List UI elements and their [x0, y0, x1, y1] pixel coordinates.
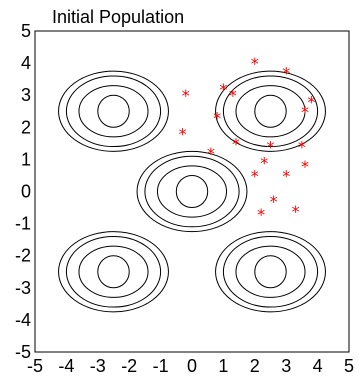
contour-ring-2-2 [144, 155, 240, 228]
data-point: * [270, 192, 278, 211]
data-point: * [179, 125, 187, 144]
y-tick-label: -4 [15, 310, 31, 330]
y-tick-label: 4 [21, 53, 31, 73]
x-tick-label: 3 [281, 356, 291, 376]
contour-ring-3-1 [78, 245, 149, 298]
contour-ring-4-1 [235, 245, 306, 298]
data-point: * [307, 93, 315, 112]
data-point: * [282, 64, 290, 83]
contour-ring-1-1 [235, 85, 306, 138]
data-point: * [251, 54, 259, 73]
contour-group [58, 70, 326, 313]
contour-ring-1-3 [215, 70, 326, 152]
y-tick-label: 1 [21, 149, 31, 169]
y-tick-label: -1 [15, 214, 31, 234]
y-tick-label: 2 [21, 117, 31, 137]
x-tick-label: -2 [121, 356, 137, 376]
contour-ring-3-3 [58, 231, 169, 313]
plot-area [34, 30, 350, 353]
data-point: * [301, 102, 309, 121]
x-axis-ticks: -5 -4 -3 -2 -1 0 1 2 3 4 5 [27, 356, 354, 376]
data-point: * [257, 205, 265, 224]
y-tick-label: -5 [15, 342, 31, 362]
data-point: * [219, 80, 227, 99]
data-point: * [301, 157, 309, 176]
x-tick-label: 2 [250, 356, 260, 376]
data-point: * [207, 144, 215, 163]
x-tick-label: 5 [344, 356, 354, 376]
x-tick-label: -5 [27, 356, 43, 376]
contour-ring-4-2 [222, 235, 319, 308]
data-point: * [232, 134, 240, 153]
data-point: * [213, 109, 221, 128]
y-tick-label: 3 [21, 85, 31, 105]
chart-title: Initial Population [52, 7, 184, 27]
contour-ring-0-1 [78, 85, 149, 138]
data-point: * [267, 138, 275, 157]
y-tick-label: -2 [15, 246, 31, 266]
x-tick-label: -1 [153, 356, 169, 376]
contour-ring-2-3 [136, 150, 248, 233]
contour-ring-4-0 [254, 255, 287, 289]
contour-ring-3-2 [65, 235, 162, 308]
contour-ring-0-0 [97, 94, 130, 128]
y-tick-label: 0 [21, 182, 31, 202]
x-tick-label: 0 [187, 356, 197, 376]
x-tick-label: 1 [218, 356, 228, 376]
data-point: * [260, 154, 268, 173]
data-point: * [282, 166, 290, 185]
contour-ring-4-3 [215, 231, 326, 313]
contour-ring-0-3 [58, 70, 169, 152]
data-point: * [251, 166, 259, 185]
contour-ring-2-1 [156, 165, 228, 218]
contour-ring-1-0 [254, 94, 287, 128]
data-point: * [229, 86, 237, 105]
data-point: * [182, 86, 190, 105]
x-tick-label: -4 [58, 356, 74, 376]
scatter-points: *** ** ***** * *** ** **** [179, 54, 316, 224]
data-point: * [298, 138, 306, 157]
y-tick-label: -3 [15, 278, 31, 298]
contour-ring-1-2 [222, 75, 319, 148]
contour-ring-2-0 [175, 174, 209, 209]
contour-ring-0-2 [65, 75, 162, 148]
y-axis-ticks: 5 4 3 2 1 0 -1 -2 -3 -4 -5 [15, 21, 31, 362]
data-point: * [292, 202, 300, 221]
x-tick-label: -3 [90, 356, 106, 376]
contour-ring-3-0 [97, 255, 130, 289]
x-tick-label: 4 [313, 356, 323, 376]
y-tick-label: 5 [21, 21, 31, 41]
